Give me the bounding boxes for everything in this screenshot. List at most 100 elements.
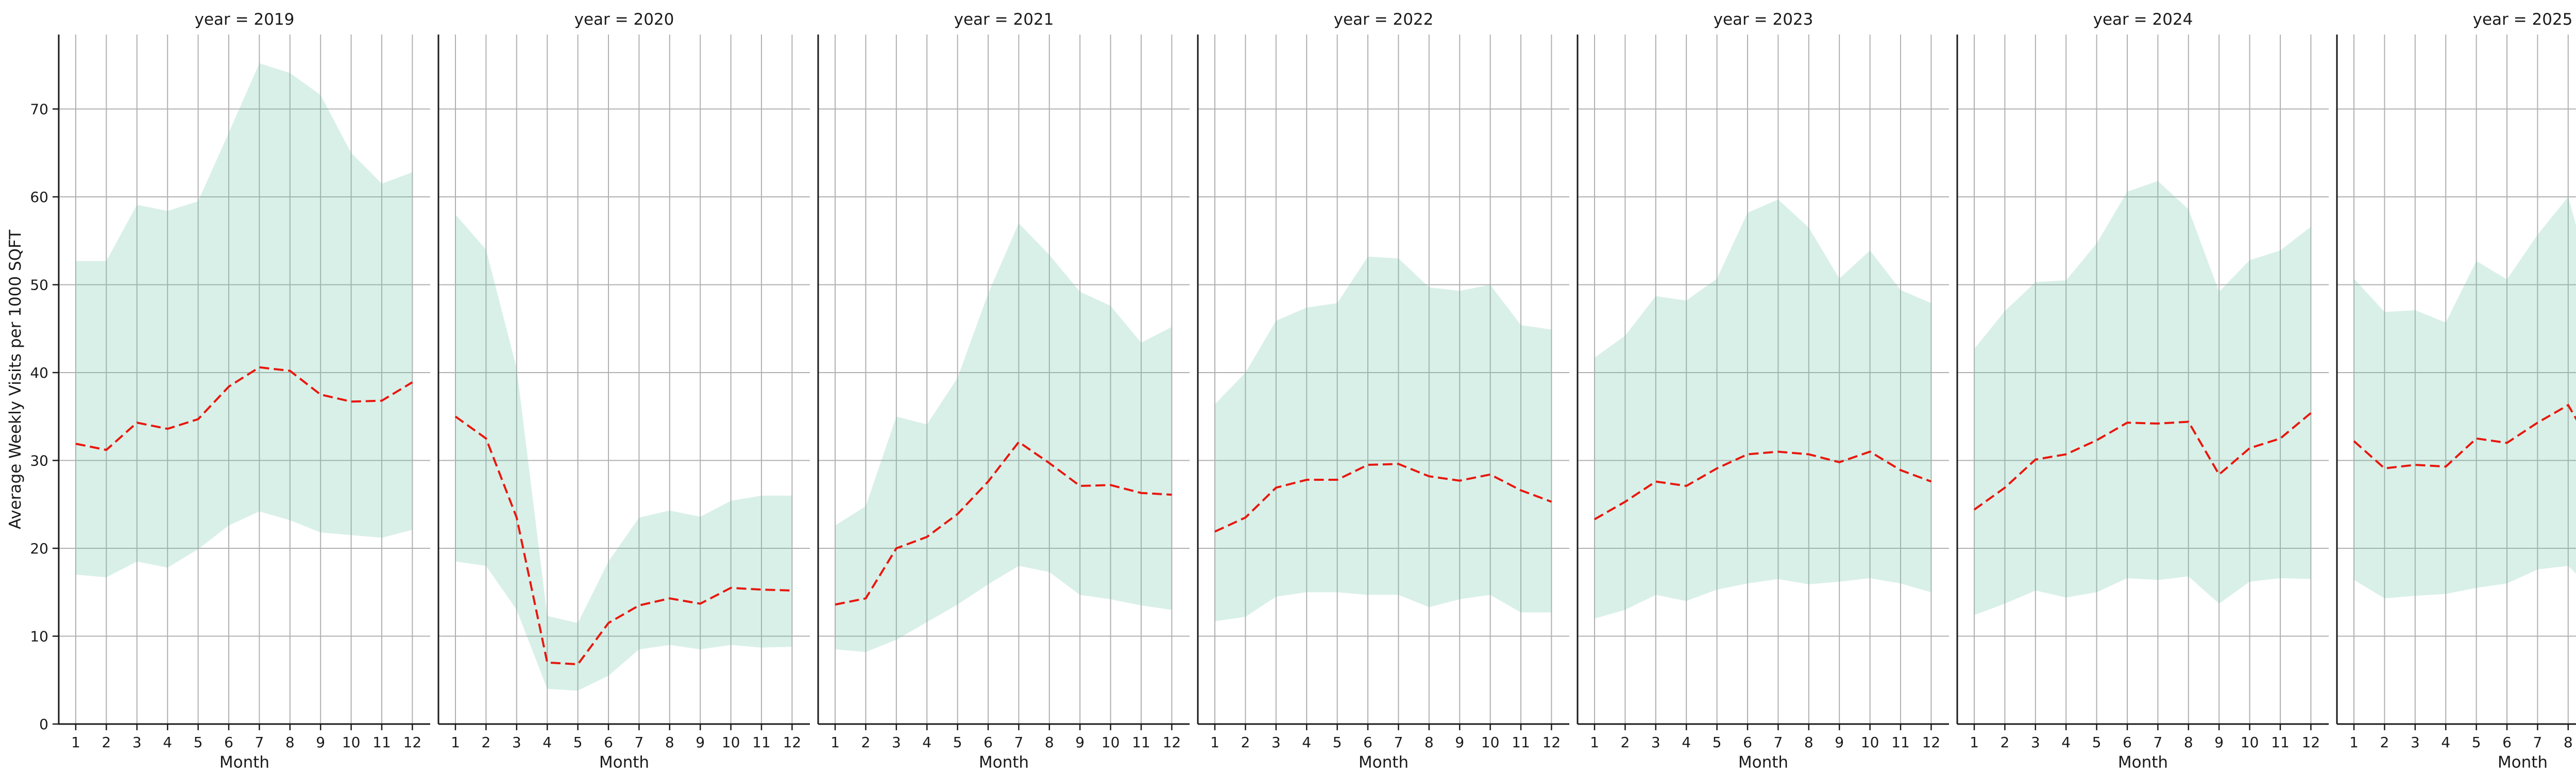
panel-title: year = 2022	[1334, 10, 1434, 29]
x-tick-label: 7	[2533, 734, 2542, 751]
x-tick-label: 3	[2411, 734, 2420, 751]
x-axis-label: Month	[599, 753, 649, 771]
x-tick-label: 11	[1132, 734, 1150, 751]
x-tick-label: 11	[2271, 734, 2290, 751]
x-tick-label: 4	[543, 734, 552, 751]
x-tick-label: 4	[1302, 734, 1311, 751]
x-tick-label: 3	[2031, 734, 2040, 751]
percentile-band	[835, 223, 1172, 652]
x-tick-label: 3	[1272, 734, 1281, 751]
y-tick-label: 30	[30, 452, 48, 469]
x-tick-label: 11	[1512, 734, 1530, 751]
x-tick-label: 12	[1543, 734, 1561, 751]
grid-lines	[818, 35, 1190, 725]
x-tick-label: 10	[2241, 734, 2259, 751]
x-tick-label: 12	[1922, 734, 1941, 751]
x-tick-label: 5	[2472, 734, 2481, 751]
x-tick-label: 8	[1425, 734, 1434, 751]
x-axis-label: Month	[2118, 753, 2168, 771]
grid-lines	[1578, 35, 1949, 725]
panel-title: year = 2024	[2093, 10, 2193, 29]
y-tick-label: 20	[30, 540, 48, 557]
x-tick-label: 2	[481, 734, 490, 751]
x-tick-label: 9	[1835, 734, 1844, 751]
x-tick-label: 8	[1804, 734, 1814, 751]
x-tick-label: 8	[2184, 734, 2193, 751]
median-line	[75, 366, 413, 451]
x-tick-label: 6	[1363, 734, 1372, 751]
x-tick-label: 5	[2092, 734, 2102, 751]
x-tick-label: 4	[1682, 734, 1691, 751]
x-tick-label: 9	[696, 734, 705, 751]
x-tick-label: 5	[573, 734, 583, 751]
median-line	[1214, 463, 1552, 533]
x-axis-label: Month	[2498, 753, 2548, 771]
x-tick-label: 5	[1713, 734, 1722, 751]
y-tick-label: 0	[39, 716, 48, 733]
x-tick-label: 12	[2302, 734, 2320, 751]
x-tick-label: 6	[2123, 734, 2132, 751]
x-tick-label: 1	[1210, 734, 1219, 751]
x-tick-label: 6	[2502, 734, 2512, 751]
x-tick-label: 7	[634, 734, 643, 751]
panel-title: year = 2023	[1714, 10, 1814, 29]
y-tick-label: 70	[30, 101, 48, 118]
percentile-band	[455, 214, 792, 691]
x-tick-label: 10	[1101, 734, 1120, 751]
x-tick-label: 2	[1620, 734, 1630, 751]
x-tick-label: 6	[1743, 734, 1752, 751]
percentile-band	[76, 63, 413, 578]
x-tick-label: 9	[2214, 734, 2224, 751]
x-tick-label: 7	[1773, 734, 1783, 751]
x-tick-label: 5	[1333, 734, 1342, 751]
x-tick-label: 4	[163, 734, 172, 751]
percentile-band	[1595, 199, 1931, 619]
x-tick-label: 9	[316, 734, 325, 751]
x-tick-label: 4	[922, 734, 931, 751]
x-tick-label: 3	[1651, 734, 1660, 751]
x-tick-label: 2	[1241, 734, 1250, 751]
x-tick-label: 11	[752, 734, 771, 751]
x-tick-label: 1	[71, 734, 80, 751]
x-tick-label: 8	[665, 734, 674, 751]
x-tick-label: 12	[783, 734, 802, 751]
x-tick-label: 2	[2000, 734, 2009, 751]
x-tick-label: 12	[403, 734, 422, 751]
x-tick-label: 8	[285, 734, 295, 751]
x-tick-label: 6	[984, 734, 993, 751]
x-tick-label: 8	[1045, 734, 1054, 751]
y-tick-label: 60	[30, 189, 48, 206]
percentile-band	[1974, 181, 2311, 615]
x-tick-label: 11	[372, 734, 391, 751]
panel-title: year = 2025	[2473, 10, 2573, 29]
x-tick-label: 7	[1014, 734, 1023, 751]
x-axis-label: Month	[219, 753, 269, 771]
median-line	[1594, 450, 1932, 520]
x-tick-label: 8	[2564, 734, 2573, 751]
x-tick-label: 5	[194, 734, 203, 751]
x-tick-label: 3	[512, 734, 521, 751]
x-tick-label: 3	[892, 734, 901, 751]
x-tick-label: 10	[1481, 734, 1500, 751]
y-axis-label: Average Weekly Visits per 1000 SQFT	[6, 229, 25, 529]
x-tick-label: 3	[132, 734, 142, 751]
y-tick-label: 10	[30, 628, 48, 645]
grid-lines	[438, 35, 810, 725]
x-tick-label: 12	[1163, 734, 1181, 751]
percentile-band	[2354, 197, 2576, 599]
x-tick-label: 4	[2441, 734, 2450, 751]
x-tick-label: 2	[861, 734, 870, 751]
grid-lines	[1198, 35, 1569, 725]
